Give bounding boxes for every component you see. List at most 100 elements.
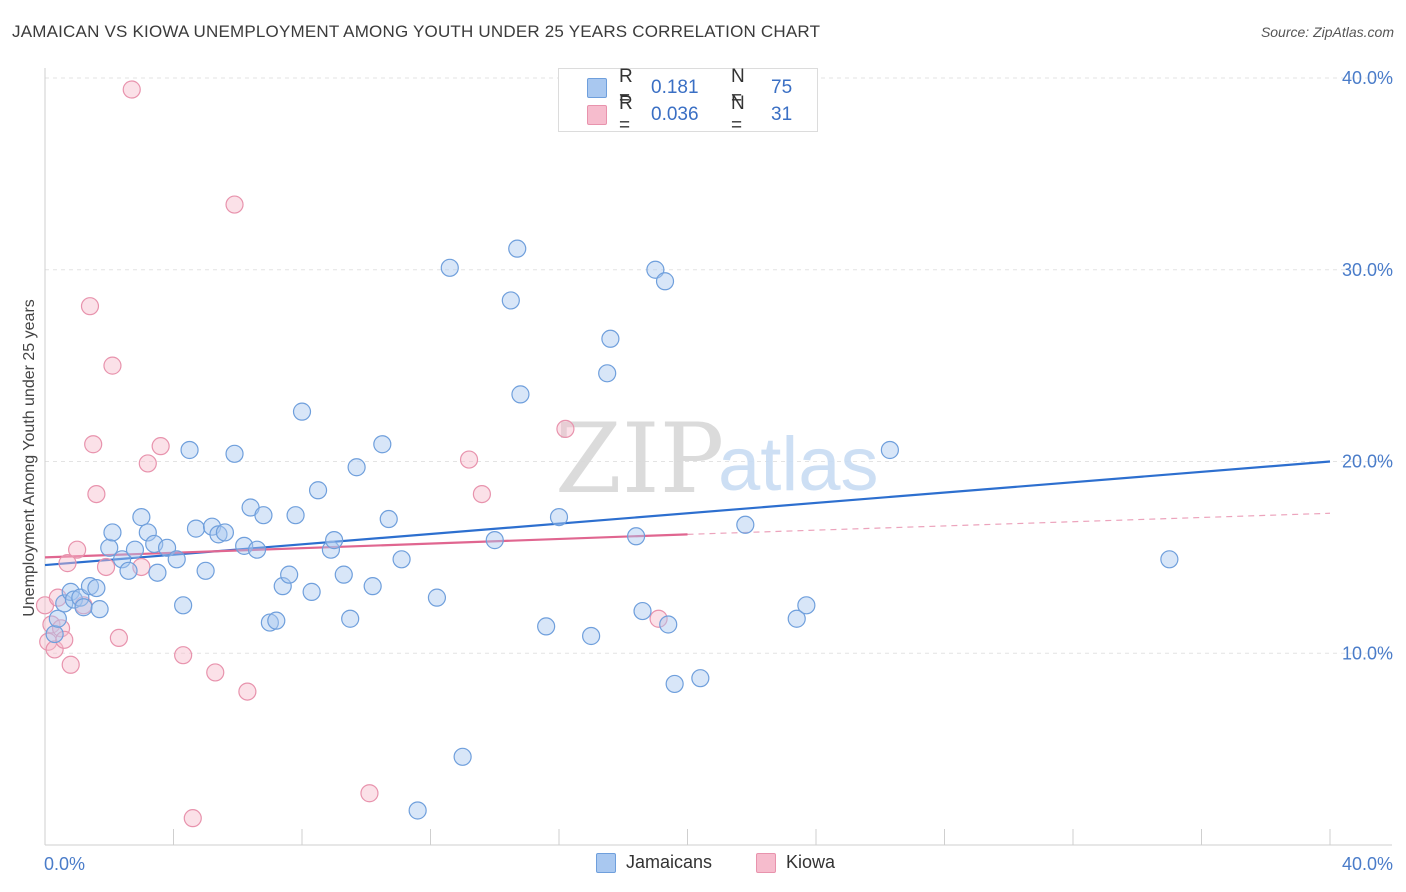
jamaicans-point (659, 615, 678, 634)
jamaicans-point (45, 624, 64, 644)
jamaicans-point (209, 525, 228, 544)
jamaicans-point (655, 272, 675, 291)
kiowa-point (459, 450, 479, 469)
jamaicans-point (736, 515, 755, 534)
jamaicans-point (55, 594, 74, 613)
kiowa-point (206, 663, 225, 682)
kiowa-point (87, 484, 106, 504)
jamaicans-point (453, 747, 472, 766)
kiowa-point (238, 682, 257, 701)
jamaicans-point (633, 601, 652, 621)
legend-n-value: 31 (771, 104, 793, 125)
kiowa-point (225, 195, 244, 214)
jamaicans-point (64, 590, 84, 609)
kiowa-point (61, 655, 80, 674)
kiowa-point (360, 784, 379, 803)
jamaicans-point (74, 598, 93, 617)
jamaicans-point (302, 582, 321, 601)
kiowa-point (122, 80, 141, 99)
jamaicans-point (273, 577, 292, 596)
kiowa-point (183, 809, 202, 828)
jamaicans-point (174, 596, 193, 615)
jamaicans-point (392, 550, 411, 569)
jamaicans-point (665, 674, 684, 694)
y-tick-label: 40.0% (1342, 68, 1393, 88)
kiowa-point (151, 437, 170, 456)
x-tick-label: 0.0% (44, 854, 85, 874)
jamaicans-point (341, 609, 360, 628)
jamaicans-point (537, 617, 556, 636)
bottom-legend-label-jamaicans: Jamaicans (626, 852, 713, 872)
jamaicans-point (87, 578, 106, 598)
jamaicans-point (582, 626, 601, 646)
kiowa-point (68, 540, 87, 559)
kiowa-point (103, 356, 122, 375)
jamaicans-point (363, 577, 382, 596)
jamaicans-point (308, 481, 328, 500)
jamaicans-point (196, 561, 215, 580)
trend-lines (44, 460, 1331, 567)
jamaicans-point (247, 540, 267, 559)
legend-n-label: N = (731, 93, 745, 136)
jamaicans-point (119, 561, 138, 580)
kiowa-point (45, 640, 64, 659)
legend-r-label: R = (619, 66, 633, 109)
y-axis-label: Unemployment Among Youth under 25 years (21, 299, 38, 617)
jamaicans-point (549, 508, 569, 527)
kiowa-point (138, 454, 157, 473)
jamaicans-point (501, 291, 520, 310)
jamaicans-point (132, 508, 151, 527)
jamaicans-point (167, 550, 186, 569)
jamaicans-point (225, 444, 244, 463)
jamaicans-trend-line (44, 460, 1331, 567)
kiowa-point (55, 630, 74, 649)
jamaicans-point (186, 519, 206, 538)
chart-title: JAMAICAN VS KIOWA UNEMPLOYMENT AMONG YOU… (12, 22, 821, 41)
jamaicans-point (787, 609, 806, 628)
data-points (35, 80, 1179, 828)
jamaicans-point (90, 600, 109, 619)
jamaicans-point (427, 588, 447, 607)
chart-source: Source: ZipAtlas.com (1260, 24, 1394, 40)
jamaicans-point (379, 509, 398, 529)
legend-r-label: R = (619, 93, 633, 136)
jamaicans-point (691, 669, 710, 688)
legend-swatch-kiowa (587, 105, 607, 125)
jamaicans-point (626, 527, 646, 546)
jamaicans-point (80, 577, 100, 596)
jamaicans-point (267, 611, 286, 630)
kiowa-point (649, 609, 668, 628)
jamaicans-point (321, 540, 341, 559)
jamaicans-point (347, 458, 366, 477)
jamaicans-point (880, 440, 899, 460)
bottom-legend-kiowa: Kiowa (756, 852, 835, 873)
jamaicans-point (508, 239, 527, 258)
jamaicans-point (1160, 550, 1179, 569)
jamaicans-point (485, 531, 504, 550)
bottom-legend-label-kiowa: Kiowa (786, 852, 836, 872)
legend-swatch-jamaicans (587, 78, 607, 98)
jamaicans-point (125, 540, 145, 559)
jamaicans-point (440, 258, 459, 277)
watermark-zip: ZIP (555, 403, 724, 515)
kiowa-point (556, 419, 575, 439)
jamaicans-point (797, 596, 816, 615)
bottom-legend-swatch-jamaicans (596, 852, 616, 873)
jamaicans-point (48, 609, 67, 628)
jamaicans-point (112, 550, 132, 569)
jamaicans-point (286, 506, 305, 525)
legend-r-value: 0.036 (651, 104, 699, 125)
tick-labels: 10.0% 20.0% 30.0% 40.0% 0.0% 40.0% (44, 68, 1393, 874)
jamaicans-point (100, 538, 119, 557)
jamaicans-point (215, 523, 234, 542)
legend: R = 0.181 N = 75 R = 0.036 N = 31 (558, 66, 818, 136)
jamaicans-point (373, 435, 392, 454)
kiowa-point (109, 628, 128, 648)
jamaicans-point (601, 329, 620, 348)
jamaicans-point (260, 613, 279, 632)
jamaicans-point (334, 565, 353, 584)
legend-n-value: 75 (771, 77, 793, 98)
jamaicans-point (598, 364, 617, 383)
bottom-legend-swatch-kiowa (756, 852, 776, 873)
